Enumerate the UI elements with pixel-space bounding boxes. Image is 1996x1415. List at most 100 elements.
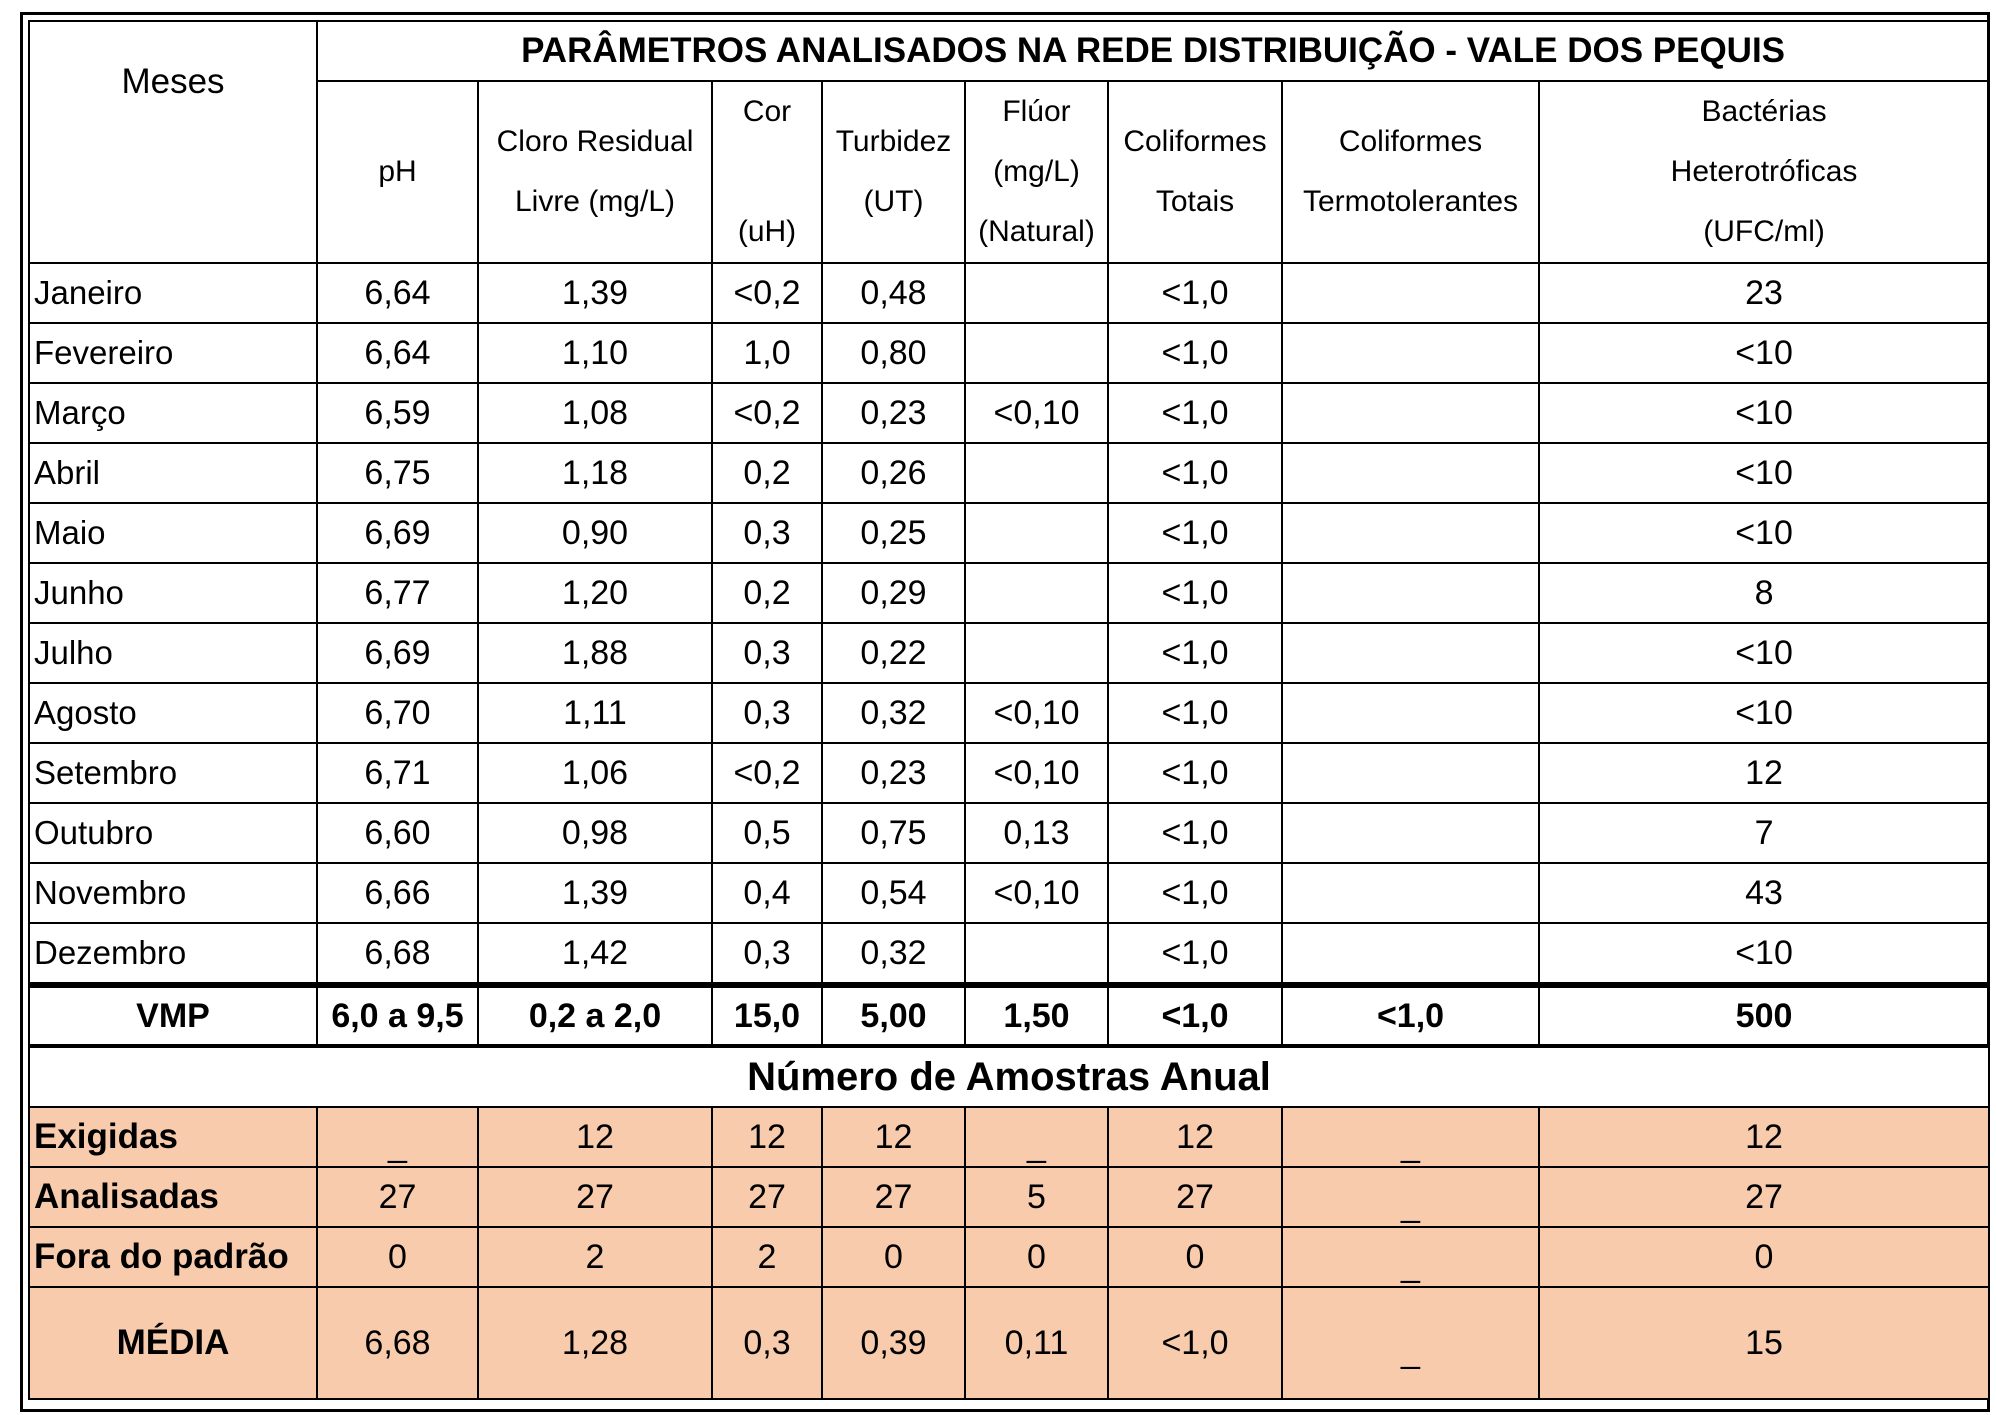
samples-value-cell: 2: [477, 1226, 713, 1288]
vmp-value: <1,0: [1107, 982, 1283, 1048]
samples-value-cell: 0,11: [964, 1286, 1109, 1400]
value-cell: <0,2: [711, 382, 823, 444]
column-header: pH: [316, 80, 479, 264]
samples-value-cell: _: [1281, 1286, 1540, 1400]
parameters-table: Meses PARÂMETROS ANALISADOS NA REDE DIST…: [28, 20, 1991, 1048]
value-cell: 1,18: [477, 442, 713, 504]
value-cell: 1,20: [477, 562, 713, 624]
month-cell: Outubro: [28, 802, 318, 864]
value-cell: 0,3: [711, 622, 823, 684]
value-cell: <1,0: [1107, 322, 1283, 384]
column-header-line: (UT): [863, 185, 924, 218]
column-header-line: Heterotróficas: [1670, 155, 1858, 188]
value-cell: <10: [1537, 322, 1991, 384]
vmp-row: VMP 6,0 a 9,5 0,2 a 2,0 15,0 5,00 1,50 <1,0 <1,…: [28, 982, 1991, 1048]
value-cell: [964, 922, 1109, 986]
value-cell: 6,77: [316, 562, 479, 624]
samples-value-cell: 2: [711, 1226, 823, 1288]
value-cell: 0,98: [477, 802, 713, 864]
samples-dash: _: [1401, 1245, 1420, 1284]
value-cell: [964, 622, 1109, 684]
samples-dash: _: [1401, 1185, 1420, 1224]
value-cell: <1,0: [1107, 682, 1283, 744]
column-header: Coliformes Termotolerantes: [1281, 80, 1540, 264]
value-cell: 6,69: [316, 502, 479, 564]
samples-value-cell: _: [1281, 1166, 1540, 1228]
value-cell: [964, 262, 1109, 324]
value-cell: 0,5: [711, 802, 823, 864]
samples-value-cell: _: [964, 1106, 1109, 1168]
value-cell: 0,29: [821, 562, 966, 624]
value-cell: [964, 322, 1109, 384]
column-header-line: pH: [378, 155, 417, 188]
value-cell: 0,2: [711, 442, 823, 504]
value-cell: [1281, 382, 1540, 444]
samples-value-cell: 27: [316, 1166, 479, 1228]
vmp-label: VMP: [28, 982, 318, 1048]
value-cell: <1,0: [1107, 382, 1283, 444]
samples-value-cell: _: [1281, 1226, 1540, 1288]
value-cell: 23: [1537, 262, 1991, 324]
samples-value-cell: 0: [1107, 1226, 1283, 1288]
samples-value-cell: _: [316, 1106, 479, 1168]
column-header-line: Livre (mg/L): [514, 185, 676, 218]
value-cell: <1,0: [1107, 862, 1283, 924]
value-cell: 12: [1537, 742, 1991, 804]
value-cell: 0,90: [477, 502, 713, 564]
value-cell: 0,2: [711, 562, 823, 624]
samples-value-cell: 27: [1107, 1166, 1283, 1228]
value-cell: <1,0: [1107, 562, 1283, 624]
value-cell: 0,3: [711, 922, 823, 986]
table-row: Julho 6,69 1,88 0,3 0,22 <1,0 <10: [28, 622, 1991, 684]
column-header-line: Flúor: [1002, 95, 1071, 128]
samples-value-cell: 27: [477, 1166, 713, 1228]
samples-row-label: Analisadas: [28, 1166, 318, 1228]
month-cell: Agosto: [28, 682, 318, 744]
value-cell: 0,4: [711, 862, 823, 924]
value-cell: 1,08: [477, 382, 713, 444]
column-header-line: Coliformes: [1123, 125, 1267, 158]
value-cell: <10: [1537, 382, 1991, 444]
value-cell: 6,71: [316, 742, 479, 804]
samples-value-cell: 0,3: [711, 1286, 823, 1400]
samples-value-cell: 12: [1537, 1106, 1991, 1168]
value-cell: <0,10: [964, 682, 1109, 744]
samples-dash: _: [1027, 1125, 1046, 1164]
column-header-line: Turbidez: [835, 125, 952, 158]
samples-value-cell: 0,39: [821, 1286, 966, 1400]
table-row: Novembro 6,66 1,39 0,4 0,54 <0,10 <1,0 43: [28, 862, 1991, 924]
column-header-line: (mg/L): [993, 155, 1080, 188]
value-cell: <10: [1537, 922, 1991, 986]
value-cell: 8: [1537, 562, 1991, 624]
samples-row-label: MÉDIA: [28, 1286, 318, 1400]
column-header-line: Cloro Residual: [496, 125, 694, 158]
vmp-value: 0,2 a 2,0: [477, 982, 713, 1048]
value-cell: <1,0: [1107, 922, 1283, 986]
months-header: Meses: [28, 20, 318, 264]
column-header-line: Totais: [1155, 185, 1235, 218]
month-cell: Fevereiro: [28, 322, 318, 384]
value-cell: <0,2: [711, 742, 823, 804]
column-header-line: Termotolerantes: [1302, 185, 1519, 218]
samples-value-cell: 0: [964, 1226, 1109, 1288]
month-cell: Junho: [28, 562, 318, 624]
column-header: Turbidez (UT): [821, 80, 966, 264]
samples-row: Fora do padrão 0 2 2 0 0 0 _ 0: [28, 1226, 1991, 1288]
table-title: PARÂMETROS ANALISADOS NA REDE DISTRIBUIÇ…: [315, 20, 1991, 82]
column-header-line: Coliformes: [1338, 125, 1483, 158]
value-cell: 0,13: [964, 802, 1109, 864]
table-row: Abril 6,75 1,18 0,2 0,26 <1,0 <10: [28, 442, 1991, 504]
vmp-value: 500: [1537, 982, 1991, 1048]
value-cell: 0,26: [821, 442, 966, 504]
month-cell: Abril: [28, 442, 318, 504]
value-cell: <1,0: [1107, 262, 1283, 324]
vmp-value: 6,0 a 9,5: [316, 982, 479, 1048]
column-header-line: Cor: [742, 95, 792, 128]
value-cell: <10: [1537, 622, 1991, 684]
value-cell: 1,42: [477, 922, 713, 986]
value-cell: 43: [1537, 862, 1991, 924]
column-header: Coliformes Totais: [1107, 80, 1283, 264]
value-cell: 1,88: [477, 622, 713, 684]
samples-value-cell: 27: [821, 1166, 966, 1228]
month-cell: Janeiro: [28, 262, 318, 324]
